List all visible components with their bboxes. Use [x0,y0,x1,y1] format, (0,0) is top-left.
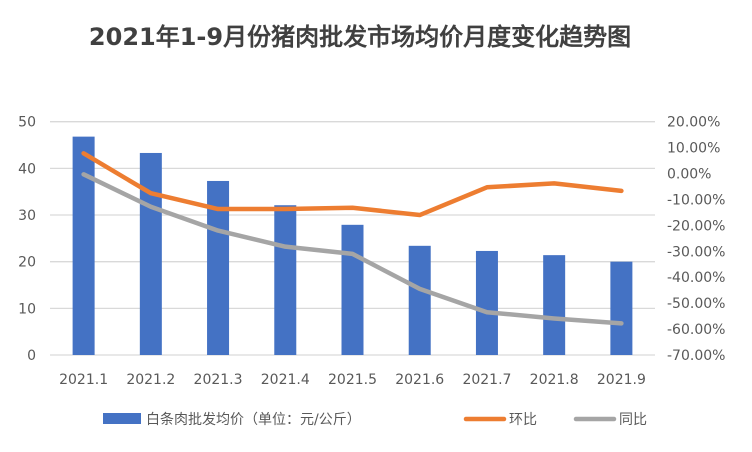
left-tick-label: 40 [18,161,36,177]
left-tick-label: 30 [18,208,36,224]
x-tick-label: 2021.5 [328,372,377,388]
right-tick-label: -60.00% [667,322,725,338]
x-tick-label: 2021.7 [462,372,511,388]
legend-label: 白条肉批发均价（单位：元/公斤） [146,411,361,428]
legend-label: 同比 [619,412,647,428]
left-tick-label: 50 [18,115,36,131]
bar [341,224,364,355]
left-tick-label: 0 [27,348,36,364]
right-tick-label: 20.00% [667,115,720,131]
right-tick-label: -50.00% [667,296,725,312]
right-tick-label: -20.00% [667,218,725,234]
bar [207,180,230,355]
right-tick-label: -70.00% [667,348,725,364]
right-tick-label: 10.00% [667,141,720,157]
x-tick-label: 2021.6 [395,372,444,388]
legend-swatch-bar [103,413,141,424]
right-tick-label: -10.00% [667,192,725,208]
x-tick-label: 2021.1 [59,372,108,388]
bar [139,152,162,355]
left-tick-label: 10 [18,301,36,317]
right-tick-label: 0.00% [667,167,711,183]
right-tick-label: -30.00% [667,244,725,260]
left-tick-label: 20 [18,255,36,271]
x-tick-label: 2021.2 [126,372,175,388]
line-series-环比 [81,151,624,218]
bar [408,245,431,355]
legend-label: 环比 [509,412,537,428]
chart-title: 2021年1-9月份猪肉批发市场均价月度变化趋势图 [88,23,632,51]
right-tick-label: -40.00% [667,270,725,286]
x-tick-label: 2021.4 [261,372,310,388]
bar [543,255,566,355]
bar [475,250,498,355]
x-tick-label: 2021.8 [530,372,579,388]
bar [72,136,95,355]
bar [610,261,633,355]
x-tick-label: 2021.3 [194,372,243,388]
x-tick-label: 2021.9 [597,372,646,388]
bar [274,205,297,355]
